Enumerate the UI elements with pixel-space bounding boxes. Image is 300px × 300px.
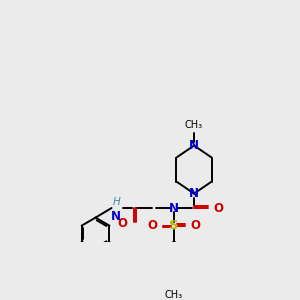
Text: N: N — [189, 139, 199, 152]
Text: S: S — [169, 219, 179, 232]
Text: N: N — [189, 187, 199, 200]
Text: O: O — [118, 217, 128, 230]
Text: O: O — [191, 219, 201, 232]
Text: O: O — [147, 219, 157, 232]
Text: N: N — [111, 210, 122, 223]
Text: N: N — [169, 202, 179, 214]
Text: CH₃: CH₃ — [165, 290, 183, 300]
Text: CH₃: CH₃ — [185, 119, 203, 130]
Text: H: H — [112, 197, 120, 207]
Text: O: O — [213, 202, 223, 214]
